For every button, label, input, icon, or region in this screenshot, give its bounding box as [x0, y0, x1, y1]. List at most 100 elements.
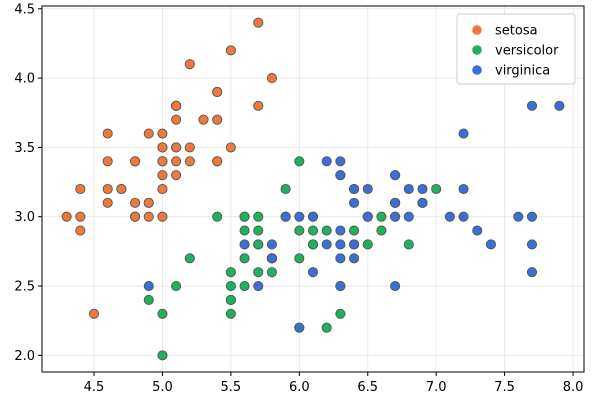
data-point-versicolor — [171, 280, 182, 292]
data-point-virginica — [321, 156, 332, 167]
data-point-virginica — [390, 280, 401, 292]
data-point-virginica — [253, 280, 264, 292]
legend-label-virginica: virginica — [495, 64, 550, 79]
data-point-versicolor — [225, 294, 236, 305]
y-tick-label: 3.5 — [14, 141, 35, 156]
axis-ticks: 4.5 5.0 5.5 6.0 6.5 7.0 7.5 8.0 2.0 2.5 3.0 3.5 4.0 4… — [14, 2, 583, 395]
data-point-setosa — [75, 183, 86, 195]
data-point-virginica — [458, 211, 469, 222]
data-point-virginica — [417, 183, 428, 195]
data-point-versicolor — [143, 294, 154, 305]
data-point-virginica — [294, 322, 305, 333]
data-point-versicolor — [253, 267, 264, 278]
data-point-setosa — [171, 156, 182, 167]
data-point-virginica — [390, 197, 401, 208]
data-point-setosa — [102, 128, 113, 139]
data-point-versicolor — [157, 308, 168, 319]
data-point-virginica — [335, 156, 346, 167]
data-point-versicolor — [307, 239, 319, 250]
data-point-virginica — [335, 170, 346, 181]
data-point-setosa — [75, 211, 86, 222]
data-point-versicolor — [225, 308, 236, 319]
data-point-virginica — [335, 225, 346, 236]
data-point-versicolor — [307, 225, 319, 236]
data-point-virginica — [458, 128, 469, 139]
x-tick-label: 5.5 — [221, 380, 242, 395]
series-setosa — [61, 17, 277, 319]
data-point-virginica — [458, 183, 469, 195]
data-point-setosa — [266, 73, 277, 84]
data-point-virginica — [526, 211, 538, 222]
data-point-virginica — [444, 211, 455, 222]
data-point-virginica — [307, 267, 319, 278]
data-point-virginica — [266, 239, 277, 250]
x-tick-label: 5.0 — [152, 380, 173, 395]
data-point-versicolor — [239, 280, 250, 292]
data-point-virginica — [335, 253, 346, 264]
data-point-setosa — [130, 197, 141, 208]
data-point-virginica — [472, 225, 483, 236]
data-point-virginica — [143, 280, 154, 292]
data-point-versicolor — [212, 211, 223, 222]
data-point-virginica — [485, 239, 496, 250]
data-point-versicolor — [376, 211, 387, 222]
data-point-setosa — [75, 225, 86, 236]
data-point-setosa — [225, 142, 236, 153]
data-point-setosa — [157, 211, 168, 222]
data-point-versicolor — [321, 322, 332, 333]
data-point-setosa — [130, 211, 141, 222]
data-point-setosa — [184, 156, 195, 167]
data-point-virginica — [513, 211, 524, 222]
y-tick-label: 4.0 — [14, 72, 35, 87]
data-point-setosa — [116, 183, 127, 195]
data-point-setosa — [253, 17, 264, 28]
x-tick-label: 7.0 — [426, 380, 447, 395]
series-versicolor — [143, 156, 442, 361]
data-point-virginica — [294, 211, 305, 222]
x-tick-label: 6.0 — [289, 380, 310, 395]
data-point-versicolor — [184, 253, 195, 264]
data-point-virginica — [266, 253, 277, 264]
data-point-versicolor — [239, 225, 250, 236]
data-point-setosa — [184, 142, 195, 153]
data-point-setosa — [143, 197, 154, 208]
data-point-virginica — [403, 183, 414, 195]
data-point-versicolor — [280, 183, 291, 195]
plot-frame — [41, 5, 585, 373]
data-point-virginica — [349, 253, 360, 264]
data-point-versicolor — [294, 156, 305, 167]
data-point-versicolor — [335, 308, 346, 319]
data-point-setosa — [171, 170, 182, 181]
data-point-versicolor — [266, 267, 277, 278]
data-point-setosa — [253, 100, 264, 111]
data-point-setosa — [143, 211, 154, 222]
data-point-versicolor — [225, 280, 236, 292]
data-point-virginica — [280, 211, 291, 222]
data-point-setosa — [61, 211, 72, 222]
data-point-setosa — [212, 86, 223, 98]
data-point-versicolor — [253, 239, 264, 250]
data-point-virginica — [321, 239, 332, 250]
data-point-virginica — [349, 183, 360, 195]
data-point-virginica — [403, 211, 414, 222]
data-point-virginica — [526, 267, 538, 278]
x-tick-label: 7.5 — [494, 380, 515, 395]
data-point-versicolor — [225, 267, 236, 278]
data-point-virginica — [307, 211, 319, 222]
data-point-versicolor — [253, 211, 264, 222]
data-point-virginica — [335, 239, 346, 250]
x-tick-label: 8.0 — [563, 380, 584, 395]
y-tick-label: 2.0 — [14, 349, 35, 364]
data-point-setosa — [130, 156, 141, 167]
legend-marker-versicolor — [472, 45, 482, 55]
data-point-setosa — [157, 142, 168, 153]
y-tick-label: 4.5 — [14, 2, 35, 17]
data-point-versicolor — [239, 211, 250, 222]
data-point-setosa — [212, 114, 223, 125]
data-point-virginica — [526, 100, 538, 111]
legend: setosa versicolor virginica — [456, 13, 576, 85]
data-point-virginica — [362, 211, 373, 222]
data-point-virginica — [554, 100, 565, 111]
legend-label-versicolor: versicolor — [495, 44, 559, 59]
